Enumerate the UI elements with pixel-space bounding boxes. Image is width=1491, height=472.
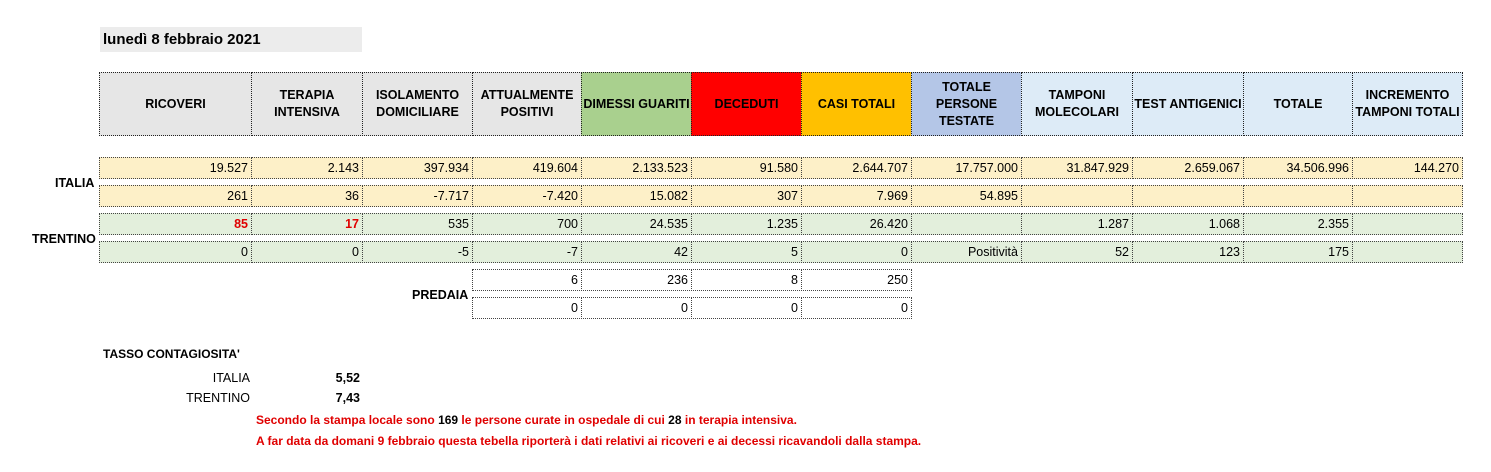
table-cell: 397.934 bbox=[362, 157, 473, 179]
column-header: CASI TOTALI bbox=[801, 72, 912, 136]
table-cell: 261 bbox=[99, 185, 252, 207]
column-header: TOTALE bbox=[1243, 72, 1353, 136]
tasso-trentino-value: 7,43 bbox=[335, 391, 360, 405]
column-header: DIMESSI GUARITI bbox=[581, 72, 692, 136]
table-cell: 24.535 bbox=[581, 213, 692, 235]
row-label-trentino: TRENTINO bbox=[32, 232, 96, 246]
column-header: TOTALE PERSONE TESTATE bbox=[911, 72, 1022, 136]
table-cell: 42 bbox=[581, 241, 692, 263]
table-cell: 419.604 bbox=[472, 157, 582, 179]
table-cell: 0 bbox=[472, 297, 582, 319]
table-cell: 0 bbox=[801, 297, 912, 319]
column-header: ISOLAMENTO DOMICILIARE bbox=[362, 72, 473, 136]
table-cell: 236 bbox=[581, 269, 692, 291]
table-cell: 91.580 bbox=[691, 157, 802, 179]
column-header-label: TEST ANTIGENICI bbox=[1134, 96, 1242, 111]
tasso-title: TASSO CONTAGIOSITA' bbox=[103, 347, 240, 361]
table-cell bbox=[1352, 241, 1463, 263]
column-header: TEST ANTIGENICI bbox=[1132, 72, 1244, 136]
date-title: lunedì 8 febbraio 2021 bbox=[100, 27, 362, 52]
table-cell: 1.068 bbox=[1132, 213, 1244, 235]
table-cell: 34.506.996 bbox=[1243, 157, 1353, 179]
table-cell: 17 bbox=[251, 213, 363, 235]
row-label-predaia: PREDAIA bbox=[412, 288, 469, 302]
note-line-1: Secondo la stampa locale sono 169 le per… bbox=[256, 413, 797, 427]
table-cell: 7.969 bbox=[801, 185, 912, 207]
table-cell: 17.757.000 bbox=[911, 157, 1022, 179]
table-cell: 0 bbox=[99, 241, 252, 263]
column-header-label: TERAPIA INTENSIVA bbox=[274, 88, 340, 119]
table-cell: 1.235 bbox=[691, 213, 802, 235]
table-cell: 250 bbox=[801, 269, 912, 291]
row-label-italia: ITALIA bbox=[55, 176, 95, 190]
table-cell: 31.847.929 bbox=[1021, 157, 1133, 179]
table-cell: 0 bbox=[251, 241, 363, 263]
table-cell: 36 bbox=[251, 185, 363, 207]
table-cell: Positività bbox=[911, 241, 1022, 263]
table-cell: 0 bbox=[581, 297, 692, 319]
table-cell: 144.270 bbox=[1352, 157, 1463, 179]
table-cell: 8 bbox=[691, 269, 802, 291]
tasso-italia-value: 5,52 bbox=[335, 371, 360, 385]
column-header-label: TOTALE bbox=[1273, 96, 1323, 111]
table-cell: 2.355 bbox=[1243, 213, 1353, 235]
column-header-label: TOTALE PERSONE TESTATE bbox=[935, 79, 998, 128]
table-cell: 2.659.067 bbox=[1132, 157, 1244, 179]
column-header-label: DECEDUTI bbox=[714, 96, 779, 111]
tasso-italia-label: ITALIA bbox=[212, 371, 250, 385]
note-line-2: A far data da domani 9 febbraio questa t… bbox=[256, 434, 922, 448]
table-cell: 307 bbox=[691, 185, 802, 207]
table-cell: 175 bbox=[1243, 241, 1353, 263]
column-header-label: RICOVERI bbox=[145, 96, 206, 111]
table-cell: 700 bbox=[472, 213, 582, 235]
table-cell: -7.717 bbox=[362, 185, 473, 207]
table-cell: 2.644.707 bbox=[801, 157, 912, 179]
column-header-label: INCREMENTO TAMPONI TOTALI bbox=[1355, 88, 1460, 119]
table-cell: 15.082 bbox=[581, 185, 692, 207]
column-header: INCREMENTO TAMPONI TOTALI bbox=[1352, 72, 1463, 136]
table-cell: 26.420 bbox=[801, 213, 912, 235]
table-cell: 1.287 bbox=[1021, 213, 1133, 235]
table-cell bbox=[1352, 185, 1463, 207]
column-header: DECEDUTI bbox=[691, 72, 802, 136]
table-cell: 2.133.523 bbox=[581, 157, 692, 179]
table-cell: 0 bbox=[801, 241, 912, 263]
table-cell: 52 bbox=[1021, 241, 1133, 263]
table-cell bbox=[1132, 185, 1244, 207]
table-cell: 19.527 bbox=[99, 157, 252, 179]
column-header-label: ISOLAMENTO DOMICILIARE bbox=[375, 88, 460, 119]
column-header: ATTUALMENTE POSITIVI bbox=[472, 72, 582, 136]
table-cell bbox=[1243, 185, 1353, 207]
table-cell bbox=[1021, 185, 1133, 207]
table-cell: 123 bbox=[1132, 241, 1244, 263]
column-header-label: ATTUALMENTE POSITIVI bbox=[480, 88, 574, 119]
table-cell: 5 bbox=[691, 241, 802, 263]
table-cell bbox=[1352, 213, 1463, 235]
table-cell: 0 bbox=[691, 297, 802, 319]
column-header: TAMPONI MOLECOLARI bbox=[1021, 72, 1133, 136]
column-header: RICOVERI bbox=[99, 72, 252, 136]
table-cell: 54.895 bbox=[911, 185, 1022, 207]
tasso-trentino-label: TRENTINO bbox=[186, 391, 250, 405]
table-cell: -7 bbox=[472, 241, 582, 263]
table-cell: 2.143 bbox=[251, 157, 363, 179]
column-header-label: TAMPONI MOLECOLARI bbox=[1034, 88, 1120, 119]
table-cell: -5 bbox=[362, 241, 473, 263]
column-header-label: DIMESSI GUARITI bbox=[583, 96, 690, 111]
table-cell: 535 bbox=[362, 213, 473, 235]
table-cell: 6 bbox=[472, 269, 582, 291]
table-cell bbox=[911, 213, 1022, 235]
table-cell: 85 bbox=[99, 213, 252, 235]
column-header: TERAPIA INTENSIVA bbox=[251, 72, 363, 136]
column-header-label: CASI TOTALI bbox=[817, 96, 896, 111]
table-cell: -7.420 bbox=[472, 185, 582, 207]
